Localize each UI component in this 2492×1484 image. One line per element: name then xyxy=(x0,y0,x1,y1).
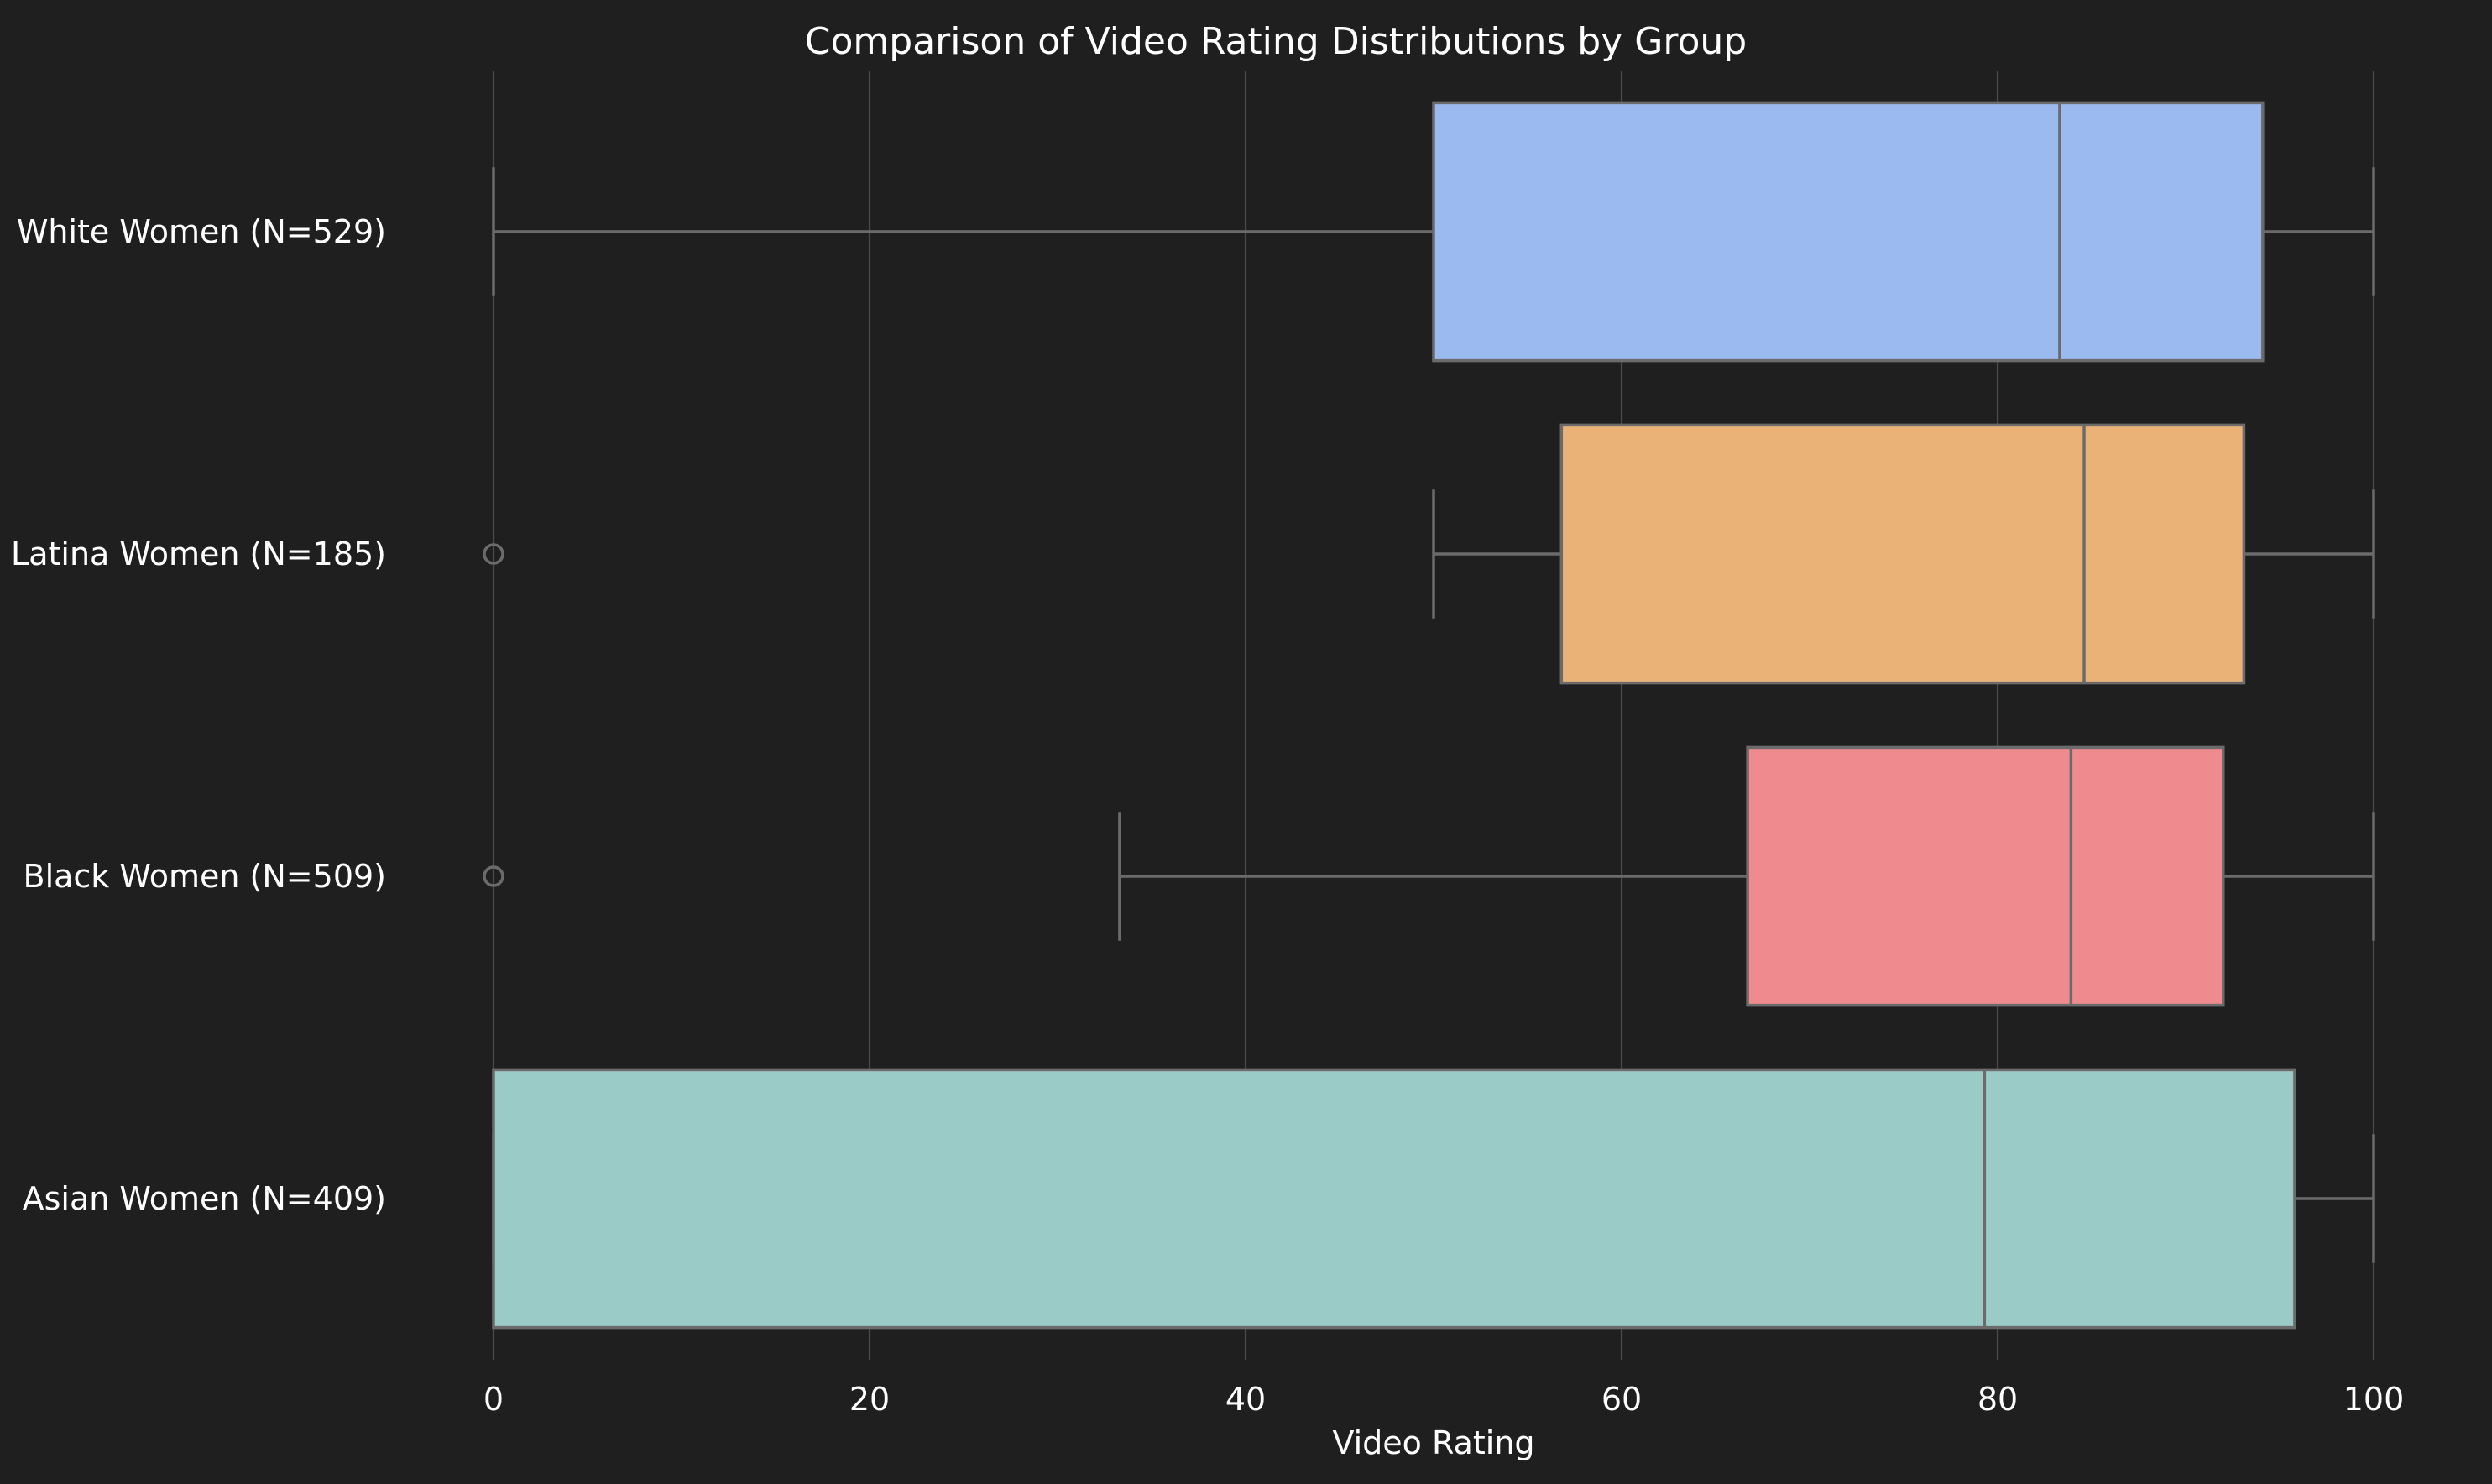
outlier-point-0 xyxy=(483,543,504,565)
y-axis-labels: White Women (N=529) Latina Women (N=185) B… xyxy=(11,213,386,1217)
x-tick-label-80: 80 xyxy=(1977,1381,2018,1418)
box-group-0 xyxy=(492,101,2375,363)
box-iqr xyxy=(1432,101,2265,363)
box-iqr xyxy=(1746,745,2225,1007)
box-group-1 xyxy=(483,423,2375,685)
y-category-label-1: Latina Women (N=185) xyxy=(11,536,386,572)
x-tick-label-20: 20 xyxy=(849,1381,890,1418)
outlier-point-0 xyxy=(483,865,504,887)
box-iqr xyxy=(1559,423,2246,685)
box-iqr xyxy=(492,1068,2296,1330)
box-group-2 xyxy=(483,745,2375,1007)
y-category-label-3: Asian Women (N=409) xyxy=(23,1180,386,1217)
y-category-label-0: White Women (N=529) xyxy=(17,213,386,250)
y-category-label-2: Black Women (N=509) xyxy=(24,858,387,895)
box-group-3 xyxy=(492,1068,2375,1330)
x-tick-label-100: 100 xyxy=(2343,1381,2405,1418)
boxes xyxy=(483,101,2375,1330)
x-axis-label: Video Rating xyxy=(1332,1424,1534,1461)
x-tick-label-60: 60 xyxy=(1601,1381,1642,1418)
chart-title: Comparison of Video Rating Distributions… xyxy=(805,20,1747,63)
x-axis-ticks: 0 20 40 60 80 100 xyxy=(483,1381,2404,1418)
x-tick-label-40: 40 xyxy=(1225,1381,1266,1418)
x-tick-label-0: 0 xyxy=(483,1381,504,1418)
